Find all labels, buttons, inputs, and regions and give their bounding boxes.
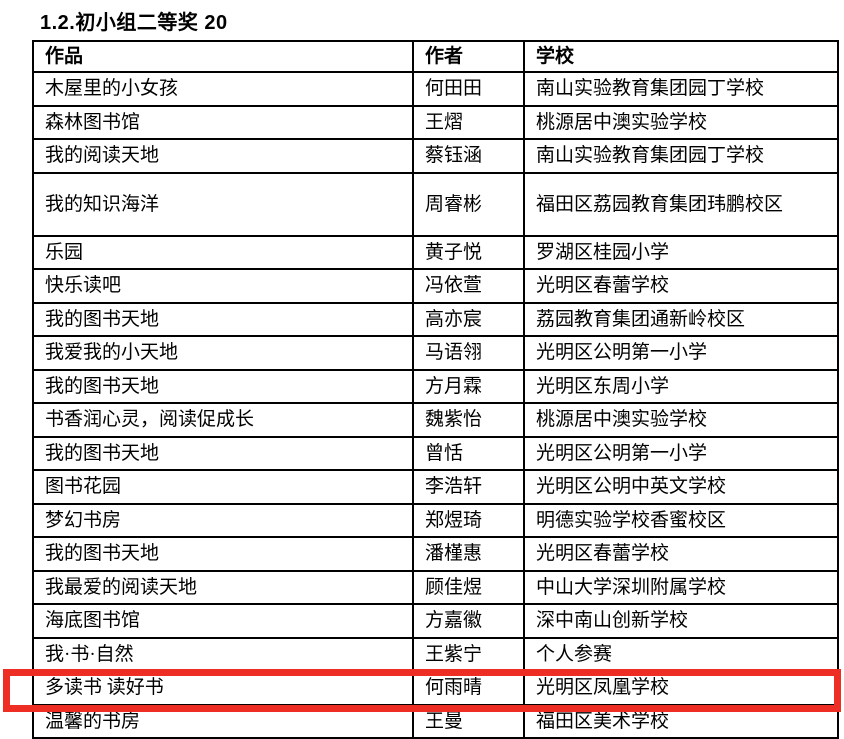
cell-author: 方月霖 [412,368,525,404]
cell-school: 光明区公明第一小学 [523,435,839,471]
cell-author: 顾佳煜 [412,569,525,605]
cell-work: 我的图书天地 [32,435,414,471]
cell-school: 南山实验教育集团园丁学校 [523,71,839,107]
table-row: 我爱我的小天地 马语翎 光明区公明第一小学 [32,335,839,371]
cell-work: 图书花园 [32,469,414,505]
cell-school: 光明区春蕾学校 [523,536,839,572]
cell-school: 光明区春蕾学校 [523,268,839,304]
header-row: 作品 作者 学校 [32,40,839,73]
cell-work: 乐园 [32,234,414,270]
table-row: 快乐读吧 冯依萱 光明区春蕾学校 [32,268,839,304]
cell-work: 我的阅读天地 [32,138,414,174]
cell-author: 方嘉徽 [412,603,525,639]
cell-work: 森林图书馆 [32,104,414,140]
cell-author: 王熠 [412,104,525,140]
cell-school: 桃源居中澳实验学校 [523,104,839,140]
cell-school: 光明区公明第一小学 [523,335,839,371]
cell-author: 潘槿惠 [412,536,525,572]
cell-work: 我的图书天地 [32,536,414,572]
table-body: 木屋里的小女孩 何田田 南山实验教育集团园丁学校 森林图书馆 王熠 桃源居中澳实验学校 我的… [32,71,839,739]
header-school: 学校 [523,40,839,73]
awards-table: 作品 作者 学校 木屋里的小女孩 何田田 南山实验教育集团园丁学校 森林图书馆 王熠 桃源… [32,40,839,739]
cell-school: 南山实验教育集团园丁学校 [523,138,839,174]
cell-work: 梦幻书房 [32,502,414,538]
cell-school: 中山大学深圳附属学校 [523,569,839,605]
cell-work: 我的图书天地 [32,301,414,337]
cell-work: 我·书·自然 [32,636,414,672]
table-row: 梦幻书房 郑煜琦 明德实验学校香蜜校区 [32,502,839,538]
cell-work: 我的图书天地 [32,368,414,404]
cell-author: 魏紫怡 [412,402,525,438]
cell-school: 荔园教育集团通新岭校区 [523,301,839,337]
highlight-box [3,669,841,712]
cell-work: 我的知识海洋 [32,171,414,237]
cell-author: 何田田 [412,71,525,107]
cell-school: 福田区荔园教育集团玮鹏校区 [523,171,839,237]
cell-author: 郑煜琦 [412,502,525,538]
cell-author: 高亦宸 [412,301,525,337]
table-row: 我的阅读天地 蔡钰涵 南山实验教育集团园丁学校 [32,138,839,174]
table-row: 我的图书天地 潘槿惠 光明区春蕾学校 [32,536,839,572]
table-row: 森林图书馆 王熠 桃源居中澳实验学校 [32,104,839,140]
cell-author: 曾恬 [412,435,525,471]
page-title: 1.2.初小组二等奖 20 [40,12,228,34]
table-row: 书香润心灵，阅读促成长 魏紫怡 桃源居中澳实验学校 [32,402,839,438]
cell-school: 个人参赛 [523,636,839,672]
cell-school: 罗湖区桂园小学 [523,234,839,270]
cell-school: 光明区公明中英文学校 [523,469,839,505]
table-row: 我的知识海洋 周睿彬 福田区荔园教育集团玮鹏校区 [32,171,839,237]
cell-work: 快乐读吧 [32,268,414,304]
cell-school: 桃源居中澳实验学校 [523,402,839,438]
cell-school: 深中南山创新学校 [523,603,839,639]
cell-work: 我爱我的小天地 [32,335,414,371]
cell-school: 明德实验学校香蜜校区 [523,502,839,538]
cell-author: 冯依萱 [412,268,525,304]
cell-author: 李浩轩 [412,469,525,505]
table-row: 木屋里的小女孩 何田田 南山实验教育集团园丁学校 [32,71,839,107]
cell-work: 多读书 读好书 [32,670,414,706]
cell-author: 马语翎 [412,335,525,371]
table-row: 我·书·自然 王紫宁 个人参赛 [32,636,839,672]
table-row: 海底图书馆 方嘉徽 深中南山创新学校 [32,603,839,639]
table-row: 乐园 黄子悦 罗湖区桂园小学 [32,234,839,270]
table-row: 我的图书天地 高亦宸 荔园教育集团通新岭校区 [32,301,839,337]
header-work: 作品 [32,40,414,73]
table-row: 图书花园 李浩轩 光明区公明中英文学校 [32,469,839,505]
cell-author: 周睿彬 [412,171,525,237]
cell-work: 书香润心灵，阅读促成长 [32,402,414,438]
cell-school: 光明区东周小学 [523,368,839,404]
table-row: 我的图书天地 方月霖 光明区东周小学 [32,368,839,404]
table-row: 我的图书天地 曾恬 光明区公明第一小学 [32,435,839,471]
cell-work: 海底图书馆 [32,603,414,639]
cell-work: 我最爱的阅读天地 [32,569,414,605]
cell-author: 黄子悦 [412,234,525,270]
cell-author: 蔡钰涵 [412,138,525,174]
table-row: 我最爱的阅读天地 顾佳煜 中山大学深圳附属学校 [32,569,839,605]
header-author: 作者 [412,40,525,73]
cell-work: 木屋里的小女孩 [32,71,414,107]
cell-author: 王紫宁 [412,636,525,672]
